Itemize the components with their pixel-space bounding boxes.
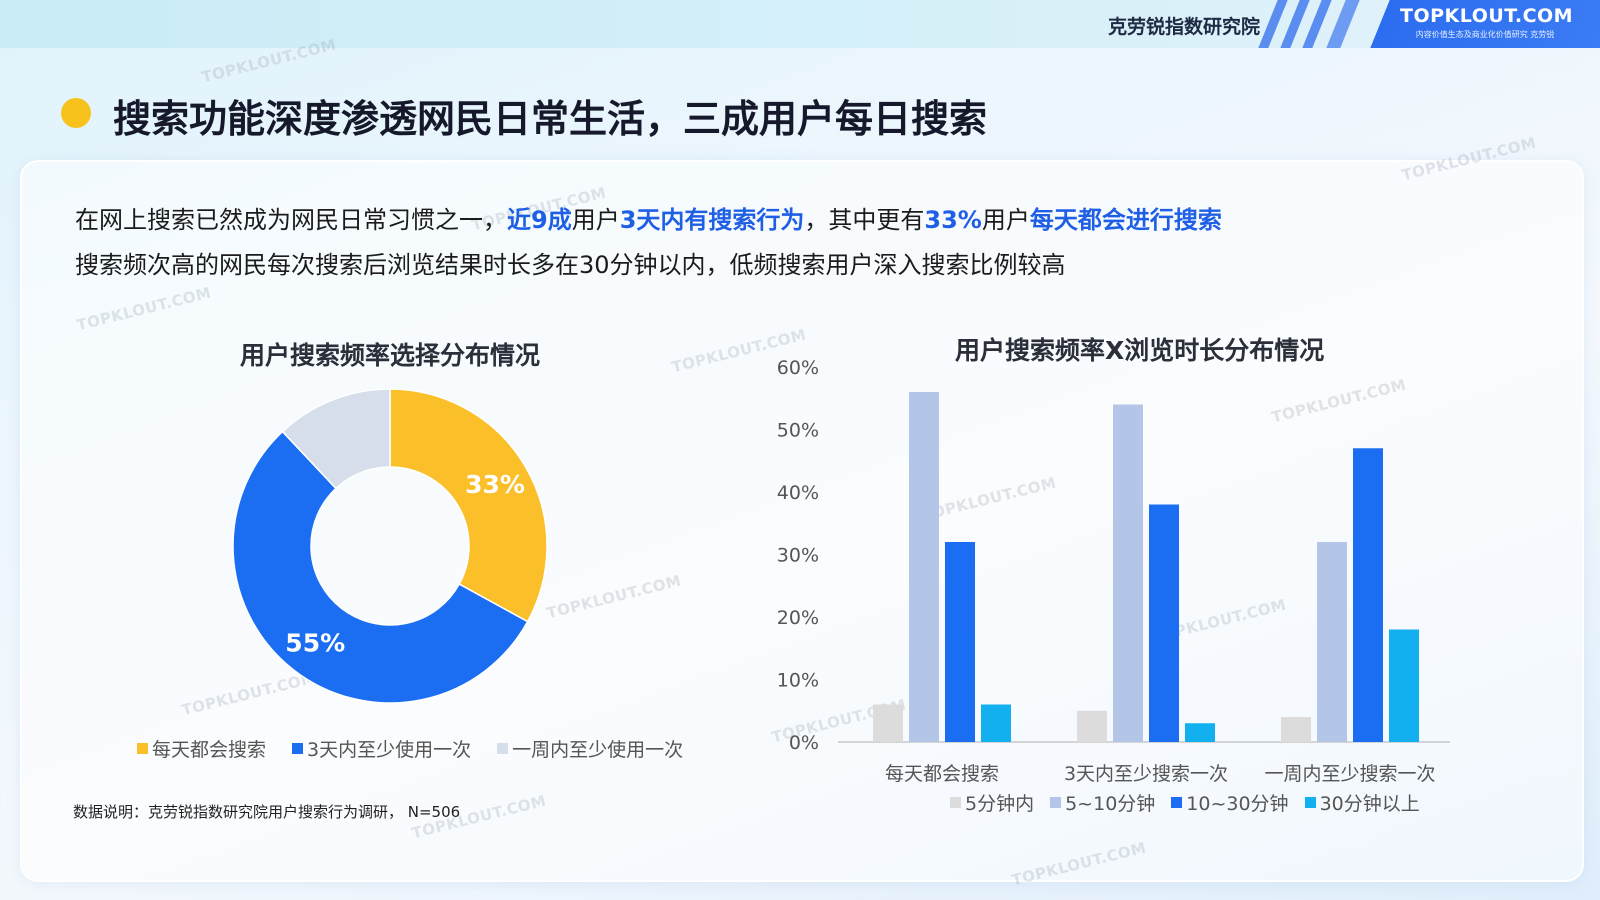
summary-text: ，其中更有 bbox=[804, 206, 925, 234]
y-tick-label: 40% bbox=[777, 482, 819, 504]
donut-slice bbox=[389, 388, 548, 623]
y-tick-label: 30% bbox=[777, 545, 819, 567]
legend-swatch bbox=[1171, 797, 1183, 808]
x-tick-label: 每天都会搜索 bbox=[885, 763, 999, 785]
y-tick-label: 50% bbox=[777, 420, 819, 442]
summary-text: 在网上搜索已然成为网民日常习惯之一， bbox=[75, 206, 507, 234]
title-bullet-icon bbox=[61, 98, 91, 128]
bar bbox=[1353, 448, 1383, 742]
bar bbox=[873, 704, 903, 742]
legend-label: 30分钟以上 bbox=[1319, 793, 1420, 815]
donut-chart-title: 用户搜索频率选择分布情况 bbox=[240, 341, 541, 370]
x-tick-label: 3天内至少搜索一次 bbox=[1064, 763, 1228, 785]
summary-line-1: 在网上搜索已然成为网民日常习惯之一，近9成用户3天内有搜索行为，其中更有33%用… bbox=[75, 200, 1222, 235]
legend-item: 3天内至少使用一次 bbox=[292, 735, 471, 762]
legend-item: 30分钟以上 bbox=[1304, 789, 1420, 816]
legend-swatch bbox=[950, 797, 961, 808]
summary-highlight: 近9成 bbox=[507, 206, 572, 234]
legend-item: 5~10分钟 bbox=[1050, 789, 1155, 816]
donut-legend: 每天都会搜索 3天内至少使用一次 一周内至少使用一次 bbox=[137, 735, 709, 762]
legend-item: 每天都会搜索 bbox=[137, 735, 266, 762]
summary-highlight: 3天内有搜索行为 bbox=[619, 206, 805, 234]
legend-swatch bbox=[137, 743, 148, 754]
bar bbox=[1317, 542, 1347, 742]
bar bbox=[1185, 723, 1215, 742]
summary-highlight: 每天都会进行搜索 bbox=[1029, 206, 1222, 234]
bar-chart-title: 用户搜索频率X浏览时长分布情况 bbox=[955, 336, 1325, 365]
bar bbox=[1281, 717, 1311, 742]
bar bbox=[945, 542, 975, 742]
bar bbox=[981, 704, 1011, 742]
donut-data-label: 55% bbox=[285, 628, 345, 657]
legend-label: 每天都会搜索 bbox=[152, 739, 267, 761]
legend-label: 3天内至少使用一次 bbox=[307, 739, 472, 761]
y-tick-label: 0% bbox=[789, 732, 819, 754]
bar bbox=[1077, 710, 1107, 742]
org-name: 克劳锐指数研究院 bbox=[1107, 16, 1260, 38]
bar bbox=[1113, 404, 1143, 742]
y-tick-label: 10% bbox=[777, 670, 819, 692]
x-tick-label: 一周内至少搜索一次 bbox=[1264, 763, 1435, 785]
donut-slice bbox=[281, 388, 391, 490]
legend-swatch bbox=[292, 743, 304, 754]
legend-label: 10~30分钟 bbox=[1186, 793, 1289, 815]
legend-item: 一周内至少使用一次 bbox=[497, 735, 683, 762]
y-tick-label: 20% bbox=[777, 607, 819, 629]
bar-legend: 5分钟内 5~10分钟 10~30分钟 30分钟以上 bbox=[950, 789, 1436, 816]
bar bbox=[1149, 504, 1179, 742]
brand-logo: TOPKLOUT.COM bbox=[1400, 5, 1574, 27]
bar bbox=[909, 392, 939, 742]
legend-label: 一周内至少使用一次 bbox=[512, 739, 684, 761]
bar bbox=[1389, 629, 1419, 742]
donut-slice bbox=[232, 430, 529, 704]
legend-item: 10~30分钟 bbox=[1171, 789, 1289, 816]
summary-line-2: 搜索频次高的网民每次搜索后浏览结果时长多在30分钟以内，低频搜索用户深入搜索比例… bbox=[75, 251, 1066, 279]
summary-text: 用户 bbox=[981, 206, 1030, 234]
data-note: 数据说明：克劳锐指数研究院用户搜索行为调研， N=506 bbox=[73, 803, 461, 821]
legend-swatch bbox=[1050, 797, 1062, 808]
legend-swatch bbox=[1304, 797, 1316, 808]
legend-swatch bbox=[497, 743, 509, 754]
y-tick-label: 60% bbox=[777, 357, 819, 379]
summary-highlight: 33% bbox=[924, 206, 982, 234]
legend-label: 5~10分钟 bbox=[1065, 793, 1156, 815]
page-title: 搜索功能深度渗透网民日常生活，三成用户每日搜索 bbox=[113, 97, 988, 141]
summary-text: 用户 bbox=[571, 206, 620, 234]
legend-item: 5分钟内 bbox=[950, 789, 1034, 816]
brand-tagline: 内容价值生态及商业化价值研究 克劳锐 bbox=[1415, 30, 1555, 39]
legend-label: 5分钟内 bbox=[965, 793, 1035, 815]
donut-data-label: 33% bbox=[465, 470, 525, 499]
